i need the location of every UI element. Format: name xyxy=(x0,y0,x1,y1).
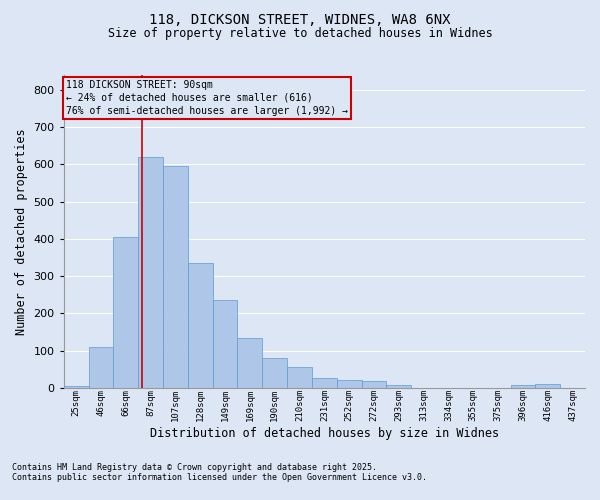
Bar xyxy=(138,157,163,388)
Bar xyxy=(362,381,386,388)
Bar xyxy=(113,237,138,388)
X-axis label: Distribution of detached houses by size in Widnes: Distribution of detached houses by size … xyxy=(150,427,499,440)
Text: Contains public sector information licensed under the Open Government Licence v3: Contains public sector information licen… xyxy=(12,474,427,482)
Text: Contains HM Land Registry data © Crown copyright and database right 2025.: Contains HM Land Registry data © Crown c… xyxy=(12,464,377,472)
Bar xyxy=(188,263,212,388)
Bar xyxy=(337,380,362,388)
Bar xyxy=(163,166,188,388)
Bar xyxy=(212,300,238,388)
Text: 118 DICKSON STREET: 90sqm
← 24% of detached houses are smaller (616)
76% of semi: 118 DICKSON STREET: 90sqm ← 24% of detac… xyxy=(67,80,349,116)
Bar xyxy=(511,385,535,388)
Bar xyxy=(262,358,287,388)
Bar xyxy=(535,384,560,388)
Bar xyxy=(386,385,411,388)
Bar xyxy=(287,368,312,388)
Bar xyxy=(89,347,113,388)
Text: 118, DICKSON STREET, WIDNES, WA8 6NX: 118, DICKSON STREET, WIDNES, WA8 6NX xyxy=(149,12,451,26)
Bar xyxy=(238,338,262,388)
Bar xyxy=(64,386,89,388)
Y-axis label: Number of detached properties: Number of detached properties xyxy=(15,128,28,334)
Bar xyxy=(312,378,337,388)
Text: Size of property relative to detached houses in Widnes: Size of property relative to detached ho… xyxy=(107,28,493,40)
